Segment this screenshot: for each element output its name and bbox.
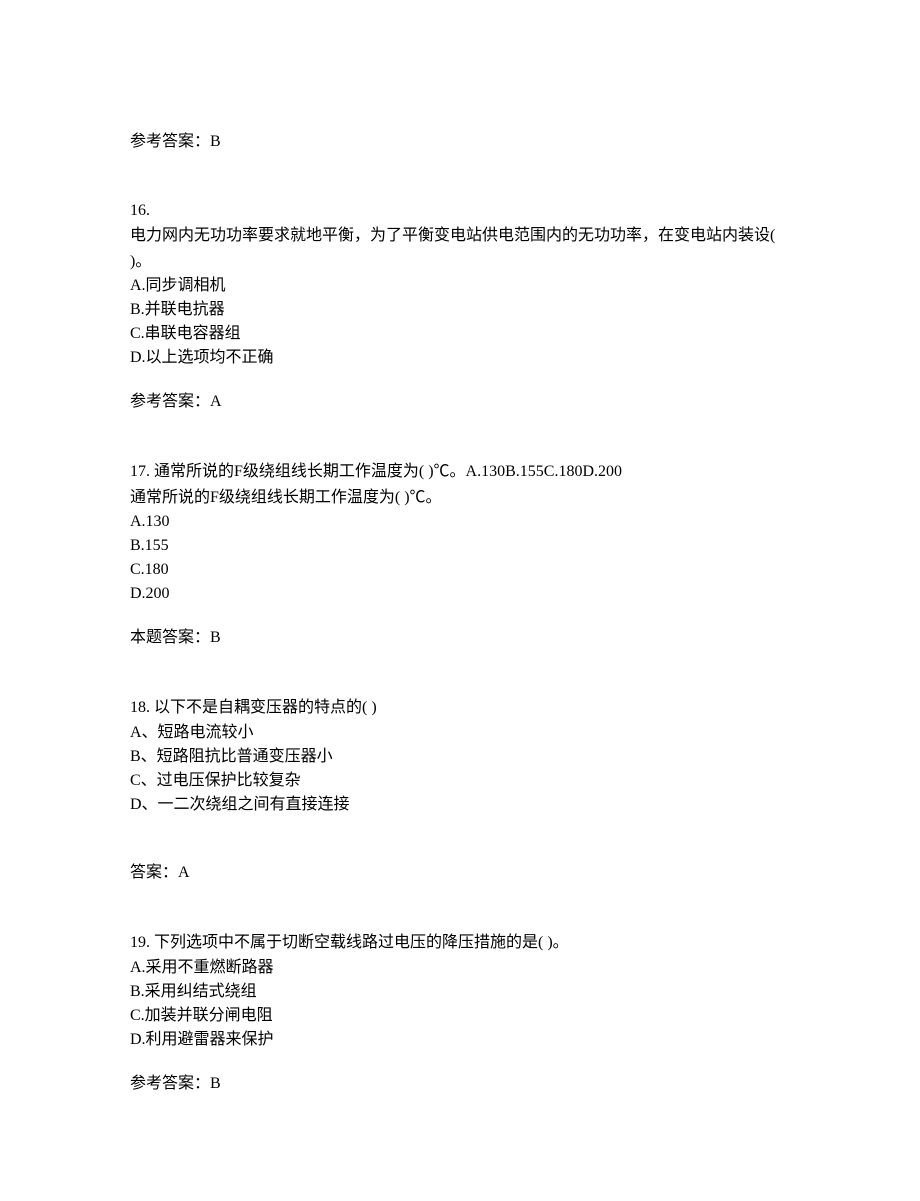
option-c: C.串联电容器组: [130, 322, 790, 346]
answer-text: 参考答案：B: [130, 130, 790, 154]
question-16: 16. 电力网内无功功率要求就地平衡，为了平衡变电站供电范围内的无功功率，在变电…: [130, 199, 790, 414]
question-18: 18. 以下不是自耦变压器的特点的( ) A、短路电流较小 B、短路阻抗比普通变…: [130, 695, 790, 885]
option-d: D、一二次绕组之间有直接连接: [130, 793, 790, 817]
option-a: A、短路电流较小: [130, 721, 790, 745]
option-d: D.利用避雷器来保护: [130, 1028, 790, 1052]
option-a: A.同步调相机: [130, 274, 790, 298]
question-stem-line1: 17. 通常所说的F级绕组线长期工作温度为( )℃。A.130B.155C.18…: [130, 459, 790, 485]
question-stem: 电力网内无功功率要求就地平衡，为了平衡变电站供电范围内的无功功率，在变电站内装设…: [130, 223, 790, 274]
answer-text: 参考答案：A: [130, 390, 790, 414]
option-d: D.以上选项均不正确: [130, 346, 790, 370]
question-stem: 19. 下列选项中不属于切断空载线路过电压的降压措施的是( )。: [130, 930, 790, 956]
answer-text: 参考答案：B: [130, 1072, 790, 1096]
question-stem: 18. 以下不是自耦变压器的特点的( ): [130, 695, 790, 721]
question-19: 19. 下列选项中不属于切断空载线路过电压的降压措施的是( )。 A.采用不重燃…: [130, 930, 790, 1096]
question-stem-line2: 通常所说的F级绕组线长期工作温度为( )℃。: [130, 485, 790, 511]
question-17: 17. 通常所说的F级绕组线长期工作温度为( )℃。A.130B.155C.18…: [130, 459, 790, 650]
answer-text: 本题答案：B: [130, 626, 790, 650]
option-a: A.130: [130, 510, 790, 534]
option-c: C、过电压保护比较复杂: [130, 769, 790, 793]
option-c: C.加装并联分闸电阻: [130, 1004, 790, 1028]
option-d: D.200: [130, 582, 790, 606]
previous-question-answer: 参考答案：B: [130, 130, 790, 154]
option-b: B、短路阻抗比普通变压器小: [130, 745, 790, 769]
answer-text: 答案：A: [130, 861, 790, 885]
option-a: A.采用不重燃断路器: [130, 956, 790, 980]
question-number: 16.: [130, 199, 790, 223]
option-b: B.并联电抗器: [130, 298, 790, 322]
option-b: B.155: [130, 534, 790, 558]
option-c: C.180: [130, 558, 790, 582]
option-b: B.采用纠结式绕组: [130, 980, 790, 1004]
